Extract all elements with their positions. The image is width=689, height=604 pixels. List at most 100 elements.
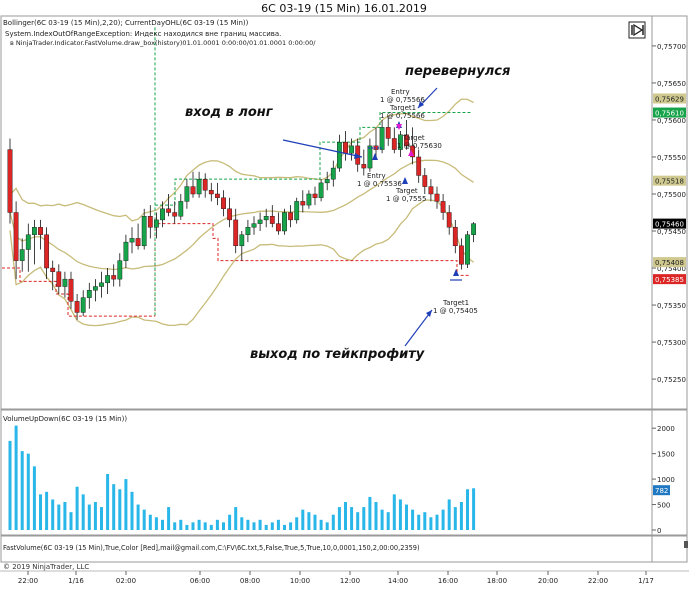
svg-text:1 @ 0,75566: 1 @ 0,75566 [380, 112, 425, 120]
candle-body [288, 212, 293, 221]
annotation-long-entry: вход в лонг [185, 105, 274, 120]
volume-bar [319, 519, 323, 530]
volume-bar [87, 504, 91, 530]
volume-bar [100, 507, 103, 530]
volume-bar [331, 514, 335, 530]
volume-bar [228, 514, 232, 530]
candle-body [19, 249, 25, 261]
candle-body [324, 178, 330, 184]
volume-bar [295, 517, 299, 530]
volume-bar [148, 514, 152, 530]
svg-text:Target: Target [402, 134, 425, 142]
volume-tick-label: 2000 [657, 425, 675, 433]
volume-bar [215, 519, 219, 530]
volume-bar [234, 507, 238, 530]
price-badge-label: 0,75518 [655, 178, 684, 186]
day-low-line-2 [154, 223, 470, 317]
candle-body [312, 193, 318, 198]
volume-bar [209, 524, 213, 530]
chart-trader-icon[interactable] [628, 21, 646, 39]
volume-bar [69, 512, 73, 530]
volume-badge [653, 485, 670, 496]
volume-bar [313, 514, 317, 530]
volume-bar [203, 522, 207, 530]
volume-badge-label: 782 [655, 487, 668, 495]
candle-body [86, 290, 92, 298]
candle-body [178, 201, 184, 217]
volume-bar [142, 509, 146, 530]
svg-text:1 @ 0,75536: 1 @ 0,75536 [357, 180, 402, 188]
candle-body [471, 223, 476, 235]
candle-body [202, 178, 208, 191]
candle-body [428, 186, 434, 195]
price-tick-label: 0,75400 [657, 265, 686, 273]
candle-body [74, 301, 80, 313]
fastvolume-panel [0, 535, 688, 563]
volume-tick-label: 0 [657, 527, 661, 535]
volume-bars [8, 425, 476, 530]
candle-body [269, 216, 275, 224]
price-badge [653, 93, 686, 104]
title-bar [0, 0, 689, 16]
price-badge-label: 0,75385 [655, 276, 684, 284]
volume-bar [447, 499, 451, 530]
x-tick-label: 14:00 [388, 577, 408, 585]
candle-body [111, 275, 117, 280]
candle-body [422, 175, 428, 187]
price-tick-label: 0,75500 [657, 191, 686, 199]
price-tick-label: 0,75650 [657, 80, 686, 88]
candle-body [141, 216, 147, 247]
candle-body [416, 156, 422, 176]
x-axis-labels: 22:00 1/16 02:00 06:00 08:00 10:00 12:00 14:00 1… [18, 571, 654, 585]
price-badge [653, 257, 686, 268]
volume-tick-label: 1000 [657, 476, 675, 484]
candle-body [404, 134, 409, 147]
candle-body [367, 145, 373, 169]
candle-body [105, 275, 111, 284]
x-tick-label: 12:00 [340, 577, 360, 585]
volume-bar [240, 517, 244, 530]
volume-bar [466, 489, 469, 530]
volume-bar [39, 494, 42, 530]
candle-body [50, 267, 56, 272]
error-line-2: в NinjaTrader.Indicator.FastVolume.draw_… [10, 39, 316, 47]
price-badge-label: 0,75460 [655, 221, 684, 229]
svg-text:1 @ 0,75566: 1 @ 0,75566 [380, 96, 425, 104]
price-badge [653, 274, 686, 285]
volume-bar [252, 522, 256, 530]
volume-bar [362, 507, 366, 530]
x-tick-label: 06:00 [190, 577, 210, 585]
volume-bar [441, 509, 445, 530]
candle-body [68, 278, 74, 302]
candle-body [135, 238, 141, 247]
candle-body [184, 186, 190, 202]
volume-bar [258, 519, 262, 530]
candle-body [44, 234, 50, 269]
candle-body [13, 212, 19, 261]
candle-body [147, 216, 153, 228]
candle-body [294, 201, 300, 221]
volume-bar [185, 524, 189, 530]
order-labels: Entry 1 @ 0,75566 Target1 1 @ 0,75566 Ta… [357, 88, 478, 315]
volume-bar [368, 496, 372, 530]
target-arrow [453, 269, 459, 276]
price-panel [0, 15, 688, 410]
volume-bar [167, 507, 171, 530]
x-tick-label: 18:00 [487, 577, 507, 585]
candle-body [245, 227, 251, 235]
candle-body [80, 297, 86, 313]
candle-body [99, 282, 104, 287]
svg-text:1 @ 0,75630: 1 @ 0,75630 [397, 142, 442, 150]
candle-body [385, 127, 391, 139]
candle-body [196, 178, 202, 195]
volume-bar [472, 488, 476, 530]
volume-bar [26, 453, 30, 530]
volume-bar [270, 522, 274, 530]
price-tick-label: 0,75550 [657, 154, 686, 162]
candle-body [452, 227, 458, 247]
svg-text:1 @ 0,7555: 1 @ 0,7555 [386, 195, 426, 203]
annotation-flipped: перевернулся [405, 64, 510, 79]
volume-bar [411, 509, 415, 530]
svg-text:Target: Target [395, 187, 418, 195]
